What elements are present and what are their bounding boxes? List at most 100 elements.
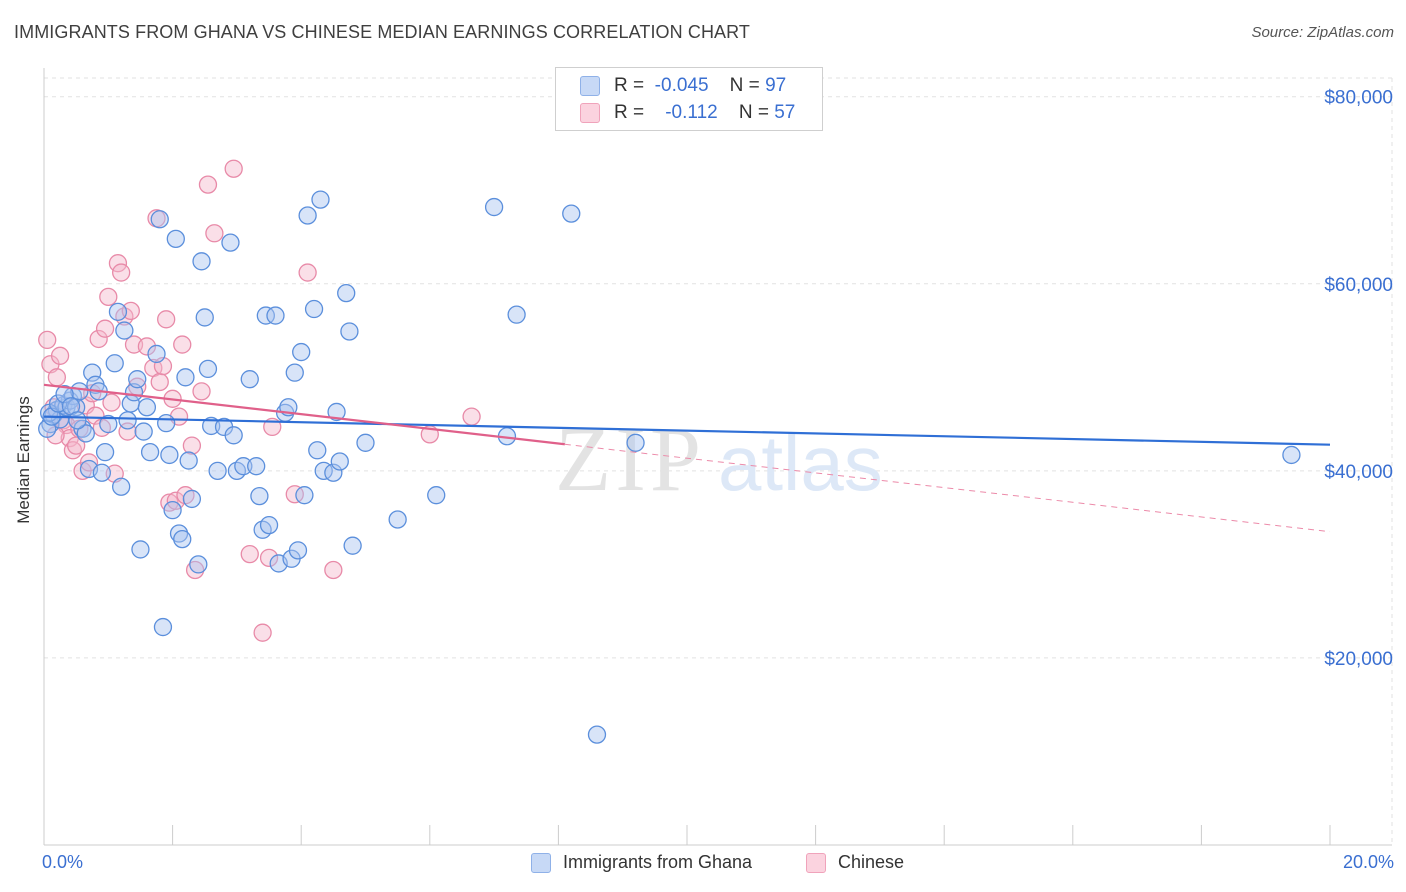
ghana-point (118, 411, 137, 430)
legend-r-value: -0.112 (665, 102, 718, 123)
ghana-point (128, 370, 147, 389)
ghana-point (340, 322, 359, 341)
legend-r-label: R = (614, 102, 645, 123)
ghana-point (99, 414, 118, 434)
legend-n-value: 57 (774, 102, 796, 123)
chinese-point (285, 485, 304, 504)
ghana-point (308, 441, 327, 460)
ghana-point (626, 433, 645, 452)
ghana-point (221, 233, 240, 252)
chinese-point (205, 224, 224, 243)
watermark-zip: ZIP (555, 408, 705, 510)
ghana-point (304, 299, 324, 319)
chinese-point (89, 329, 108, 349)
chinese-point (240, 544, 259, 564)
chinese-point (47, 368, 67, 387)
x-tick-label-min: 0.0% (42, 852, 84, 872)
chinese-point (112, 263, 131, 282)
chinese-point (298, 263, 317, 282)
ghana-point (427, 486, 446, 505)
ghana-point (330, 452, 349, 471)
bottom-legend-chinese: Chinese (806, 852, 904, 873)
ghana-point (182, 489, 202, 509)
bottom-legend-label-ghana: Immigrants from Ghana (563, 852, 753, 872)
ghana-point (140, 442, 160, 462)
y-tick-labels: $20,000 $40,000 $60,000 $80,000 (1324, 88, 1393, 670)
ghana-point (166, 229, 185, 249)
ghana-point (176, 368, 195, 387)
ghana-point (105, 354, 124, 373)
ghana-point (247, 457, 266, 476)
legend-r-value: -0.045 (654, 75, 709, 96)
ghana-point (131, 540, 150, 559)
ghana-point (259, 515, 279, 535)
ghana-point (147, 344, 166, 364)
legend-n-label: N = (738, 102, 769, 123)
legend-n-value: 97 (765, 75, 787, 96)
chinese-point (224, 159, 243, 178)
ghana-point (285, 363, 304, 382)
ghana-point (388, 510, 407, 529)
chinese-point (79, 453, 99, 472)
ghana-point (76, 424, 95, 443)
bottom-legend-ghana: Immigrants from Ghana (531, 852, 752, 873)
x-tick-label-max: 20.0% (1342, 852, 1394, 872)
ghana-point (324, 463, 343, 482)
chinese-point (462, 407, 481, 426)
chinese-points (38, 159, 481, 642)
chinese-point (192, 382, 211, 401)
bottom-legend-swatch-ghana (531, 852, 551, 873)
ghana-point (112, 477, 131, 496)
legend-row-ghana: R = -0.045 N = 97 (580, 75, 786, 97)
ghana-point (327, 402, 346, 422)
legend-r-label: R = (614, 75, 645, 96)
ghana-point (343, 536, 362, 555)
ghana-point (150, 210, 169, 229)
ghana-point (108, 302, 128, 321)
chinese-point (99, 287, 118, 307)
chinese-point (259, 548, 279, 567)
chart-title: IMMIGRANTS FROM GHANA VS CHINESE MEDIAN … (14, 22, 751, 42)
chinese-trend-line (43, 383, 565, 446)
ghana-point (562, 204, 581, 223)
chinese-point (50, 346, 70, 365)
ghana-point (311, 190, 330, 209)
ghana-point (68, 411, 87, 430)
ghana-point (70, 382, 89, 401)
ghana-point (189, 555, 208, 574)
ghana-trend-line (43, 415, 1331, 446)
ghana-point (179, 451, 198, 470)
ghana-points (38, 190, 1301, 744)
chinese-trend-extension (564, 443, 1331, 533)
chinese-point (137, 337, 157, 356)
ghana-point (192, 252, 211, 271)
watermark: ZIP atlas (555, 408, 883, 510)
ghana-point (337, 283, 356, 303)
chinese-point (185, 560, 205, 580)
ghana-point (163, 500, 182, 520)
chinese-point (121, 301, 140, 321)
ghana-point (256, 306, 275, 325)
ghana-point (298, 206, 317, 225)
ghana-point (134, 422, 153, 441)
ghana-point (153, 617, 173, 637)
ghana-point (198, 359, 218, 379)
ghana-point (160, 445, 179, 465)
stats-legend: R = -0.045 N = 97 R = -0.112 N = 57 (555, 67, 823, 131)
ghana-point (295, 486, 314, 505)
trend-lines (43, 383, 1331, 533)
y-tick-label: $80,000 (1324, 88, 1393, 109)
ghana-point (288, 541, 308, 560)
chinese-point (324, 560, 343, 580)
bottom-legend-label-chinese: Chinese (838, 852, 905, 872)
ghana-point (240, 370, 259, 389)
ghana-point (587, 725, 607, 744)
ghana-point (208, 461, 227, 481)
chinese-point (182, 436, 202, 455)
ghana-point (169, 524, 189, 543)
source-label: Source: ZipAtlas.com (1251, 24, 1394, 41)
ghana-point (507, 305, 526, 324)
y-tick-label: $40,000 (1324, 462, 1393, 483)
ghana-point (250, 486, 269, 506)
